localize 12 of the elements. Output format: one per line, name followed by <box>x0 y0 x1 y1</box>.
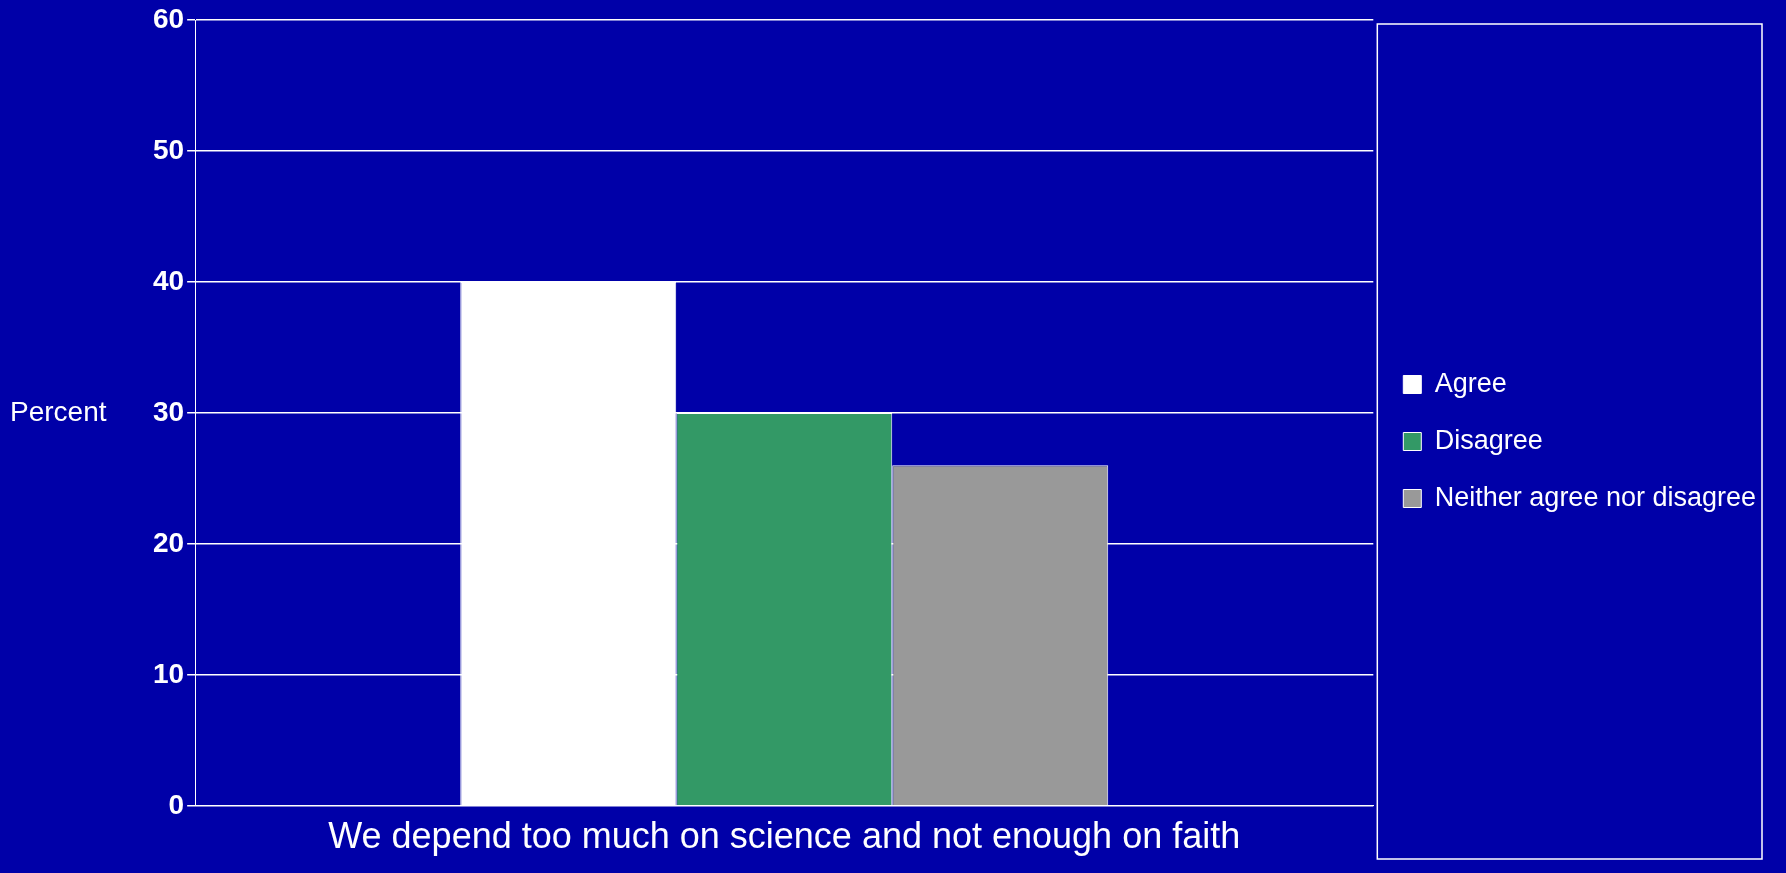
y-tick-label: 50 <box>152 133 185 165</box>
y-tick-label: 20 <box>152 526 185 558</box>
legend-label: Neither agree nor disagree <box>1434 481 1757 512</box>
y-tick-label: 0 <box>168 788 185 820</box>
x-tick-label: We depend too much on science and not enough on faith <box>328 815 1241 857</box>
y-tick-label: 40 <box>152 264 185 296</box>
legend-label: Disagree <box>1434 424 1543 455</box>
y-axis-title: Percent <box>10 395 107 427</box>
y-tick-label: 10 <box>152 657 185 689</box>
legend-label: Agree <box>1434 367 1507 398</box>
y-tick-label: 30 <box>152 395 185 427</box>
y-tick-label: 60 <box>152 2 185 34</box>
